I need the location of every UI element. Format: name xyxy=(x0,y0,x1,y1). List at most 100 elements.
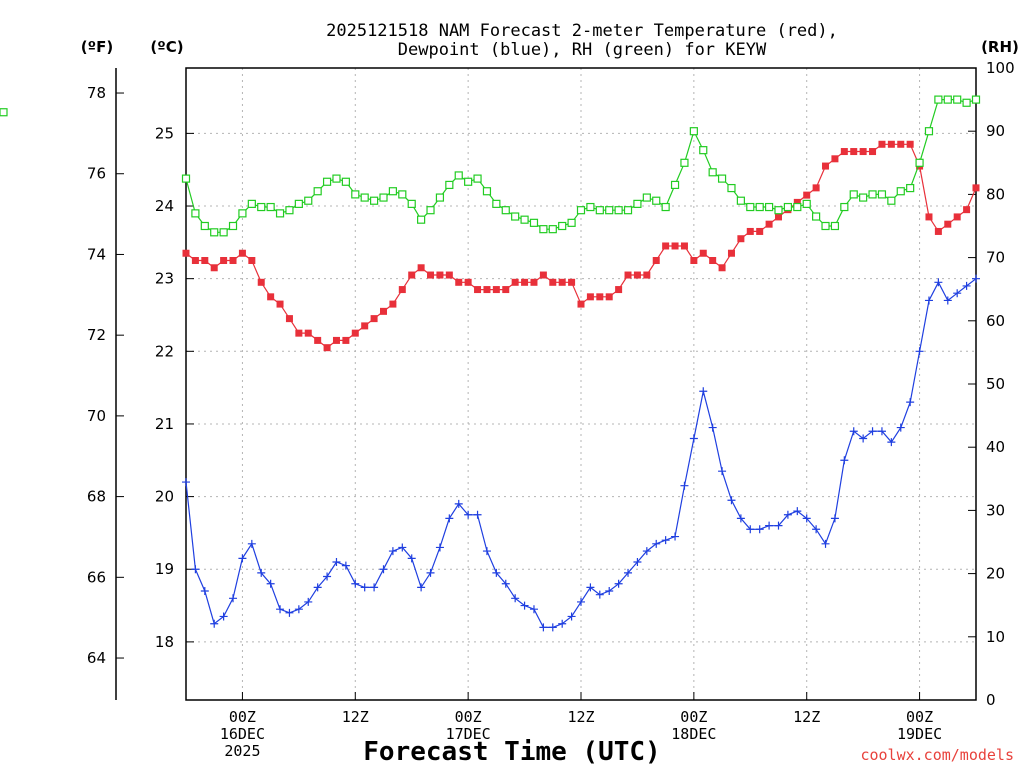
rh-point xyxy=(322,177,332,186)
2-meter-temperature-point xyxy=(925,213,933,221)
dewpoint-point xyxy=(595,590,604,599)
rh-point xyxy=(652,196,661,205)
dewpoint-point xyxy=(577,597,585,606)
2-meter-temperature-point xyxy=(389,300,397,308)
rh-point xyxy=(313,187,322,196)
fahrenheit-axis: 64 66 68 70 72 74 76 78 xyxy=(87,84,124,667)
rh-point xyxy=(614,206,623,215)
rh-point xyxy=(793,202,802,212)
2-meter-temperature-point xyxy=(521,278,529,286)
2-meter-temperature-point xyxy=(285,315,293,323)
2-meter-temperature-point xyxy=(304,329,312,337)
rh-point xyxy=(426,206,435,215)
2-meter-temperature-point xyxy=(812,184,820,192)
rh-point xyxy=(501,206,510,215)
dewpoint-point xyxy=(520,601,529,610)
rh-point xyxy=(689,127,698,136)
2-meter-temperature-point xyxy=(972,184,980,192)
2-meter-temperature-point xyxy=(596,293,604,301)
dewpoint-point xyxy=(182,478,190,487)
rh-point xyxy=(877,190,887,199)
rh-point xyxy=(623,206,633,215)
rh-point xyxy=(228,221,238,231)
fahrenheit-unit-label: (ºF) xyxy=(81,38,113,56)
rh-point xyxy=(379,193,388,202)
2-meter-temperature-point xyxy=(276,300,284,308)
rh-point xyxy=(642,193,651,202)
rh-tick-label: 0 xyxy=(986,691,996,709)
dewpoint-point xyxy=(962,281,971,290)
dewpoint-point xyxy=(501,579,510,588)
dewpoint-point xyxy=(783,510,792,519)
2-meter-temperature-point xyxy=(342,336,350,344)
rh-point xyxy=(219,228,228,237)
dewpoint-point xyxy=(896,423,905,432)
time-tick-label: 00Z xyxy=(455,708,482,726)
2-meter-temperature-point xyxy=(963,206,971,214)
time-tick-label: 18DEC xyxy=(671,725,716,743)
rh-point xyxy=(454,171,463,180)
dewpoint-point xyxy=(304,597,313,606)
dewpoint-point xyxy=(341,561,350,570)
dewpoint-point xyxy=(529,605,538,614)
fahrenheit-tick-label: 72 xyxy=(87,326,106,344)
rh-point xyxy=(812,212,821,221)
2-meter-temperature-point xyxy=(577,300,585,308)
rh-point xyxy=(247,199,256,208)
rh-series xyxy=(0,95,981,237)
2-meter-temperature-point xyxy=(220,257,228,265)
dewpoint-point xyxy=(765,521,774,530)
dewpoint-point xyxy=(379,565,388,574)
2-meter-temperature-point xyxy=(558,278,566,286)
celsius-tick-label: 20 xyxy=(155,488,174,506)
time-tick-label: 2025 xyxy=(224,742,260,760)
dewpoint-point xyxy=(614,579,623,588)
dewpoint-point xyxy=(859,434,868,443)
celsius-tick-label: 25 xyxy=(155,124,174,142)
dewpoint-point xyxy=(351,579,360,588)
time-tick-label: 19DEC xyxy=(897,725,942,743)
dewpoint-point xyxy=(407,554,416,563)
rh-point xyxy=(294,199,303,208)
2-meter-temperature-point xyxy=(615,286,623,294)
2-meter-temperature-point xyxy=(182,249,190,257)
rh-point xyxy=(774,206,783,215)
2-meter-temperature-point xyxy=(822,162,830,170)
rh-point xyxy=(266,202,275,212)
2-meter-temperature-point xyxy=(756,227,764,235)
dewpoint-point xyxy=(642,547,651,556)
dewpoint-point xyxy=(652,539,661,548)
time-tick-label: 12Z xyxy=(793,708,820,726)
rh-tick-label: 80 xyxy=(986,185,1005,203)
celsius-tick-label: 21 xyxy=(155,415,174,433)
dewpoint-point xyxy=(887,438,896,447)
fahrenheit-tick-label: 66 xyxy=(87,568,106,586)
2-meter-temperature-point xyxy=(662,242,670,250)
2-meter-temperature-point xyxy=(643,271,651,279)
dewpoint-point xyxy=(426,568,435,577)
rh-point xyxy=(906,183,915,193)
rh-point xyxy=(332,174,341,183)
rh-point xyxy=(708,168,717,177)
2-meter-temperature-point xyxy=(775,213,782,221)
rh-point xyxy=(924,127,934,136)
rh-point xyxy=(539,225,548,234)
2-meter-temperature-point xyxy=(624,271,632,279)
dewpoint-point xyxy=(539,623,548,632)
dewpoint-point xyxy=(323,572,332,581)
dewpoint-point xyxy=(313,583,322,592)
2-meter-temperature-point xyxy=(267,293,275,301)
dewpoint-point xyxy=(718,467,727,476)
fahrenheit-tick-label: 64 xyxy=(87,649,106,667)
rh-point xyxy=(896,187,905,196)
celsius-unit-label: (ºC) xyxy=(150,38,183,56)
dewpoint-point xyxy=(257,568,266,577)
dewpoint-point xyxy=(906,398,915,407)
rh-point xyxy=(840,202,849,212)
2-meter-temperature-line xyxy=(185,143,977,349)
fahrenheit-tick-label: 70 xyxy=(87,407,106,425)
dewpoint-point xyxy=(633,557,642,566)
2-meter-temperature-point xyxy=(887,140,895,148)
rh-point xyxy=(0,108,8,117)
